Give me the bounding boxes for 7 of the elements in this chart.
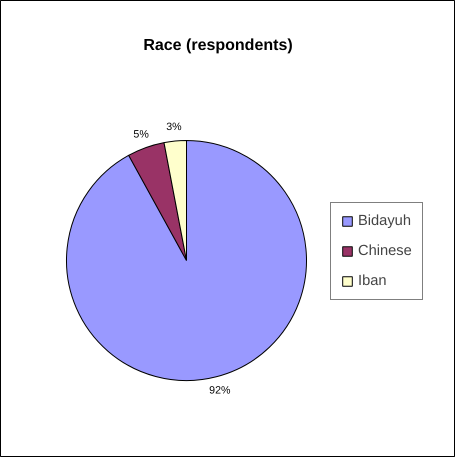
data-label: 92% (209, 384, 232, 396)
data-label: 3% (166, 121, 182, 134)
chart-title: Race (respondents) (143, 37, 293, 54)
legend-label: Iban (358, 273, 387, 289)
data-label: 5% (133, 128, 150, 140)
legend-label: Bidayuh (358, 213, 411, 229)
legend-label: Chinese (358, 243, 412, 259)
